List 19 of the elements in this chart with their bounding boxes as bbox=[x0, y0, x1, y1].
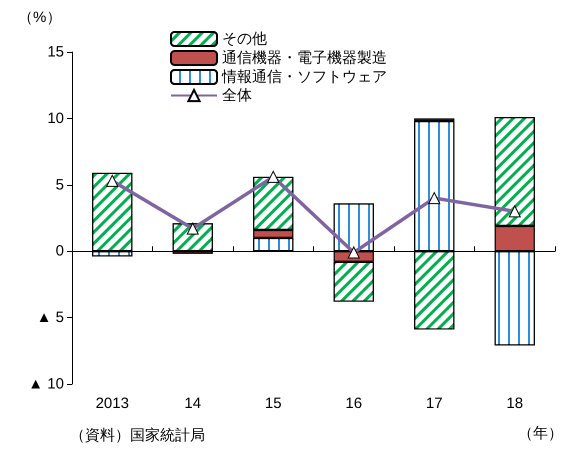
legend-label: 全体 bbox=[222, 87, 252, 104]
y-tick-label: 5 bbox=[56, 176, 64, 194]
x-tick-label: 18 bbox=[506, 395, 524, 412]
y-tick-label: 0 bbox=[56, 242, 64, 260]
x-tick-label: 14 bbox=[184, 395, 202, 412]
y-tick-label: ▲ 10 bbox=[28, 376, 64, 392]
y-tick-label: 15 bbox=[47, 44, 64, 60]
x-tick-label: 15 bbox=[264, 395, 282, 412]
y-axis-title: （%） bbox=[18, 9, 62, 26]
legend-label: 情報通信・ソフトウェア bbox=[221, 68, 387, 86]
legend-label: 通信機器・電子機器製造 bbox=[222, 50, 387, 66]
legend-label: その他 bbox=[222, 30, 267, 48]
x-tick-label: 2013 bbox=[96, 395, 129, 412]
text: （資料）国家統計局 bbox=[70, 427, 205, 444]
y-tick-label: 10 bbox=[47, 110, 64, 127]
x-tick-label: 17 bbox=[426, 395, 443, 412]
y-tick-label: ▲ 5 bbox=[36, 309, 64, 326]
x-axis-title: （年） bbox=[518, 425, 563, 442]
x-tick-label: 16 bbox=[345, 395, 362, 412]
